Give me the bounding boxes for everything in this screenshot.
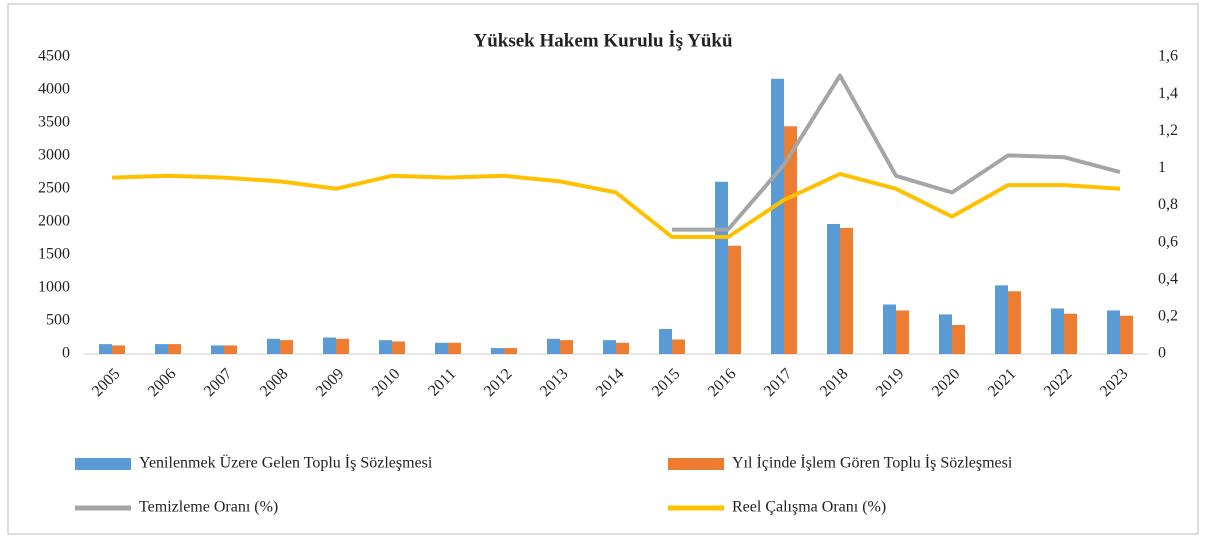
bar	[995, 285, 1008, 354]
bar	[771, 78, 784, 354]
bar	[896, 310, 909, 354]
bar	[448, 342, 461, 354]
legend-label: Temizleme Oranı (%)	[139, 499, 278, 516]
y2-tick-label: 1,6	[1158, 48, 1178, 65]
chart-frame	[7, 3, 1199, 535]
bar	[112, 345, 125, 354]
bar	[603, 340, 616, 354]
bar	[224, 345, 237, 354]
y-tick-label: 2500	[38, 180, 70, 197]
bar	[168, 344, 181, 354]
bar	[435, 342, 448, 354]
y2-tick-label: 0	[1158, 345, 1166, 362]
y2-tick-label: 1	[1158, 159, 1166, 176]
bar	[1107, 310, 1120, 354]
bar	[1120, 315, 1133, 354]
y-tick-label: 2000	[38, 213, 70, 230]
bar	[99, 344, 112, 354]
bar	[840, 227, 853, 354]
bar	[672, 339, 685, 354]
y-tick-label: 4000	[38, 81, 70, 98]
y2-tick-label: 1,2	[1158, 122, 1178, 139]
bar	[336, 338, 349, 354]
bar	[827, 223, 840, 354]
bar	[155, 344, 168, 354]
bar	[392, 341, 405, 354]
bar	[728, 245, 741, 354]
y-tick-label: 1000	[38, 279, 70, 296]
bar	[1008, 291, 1021, 354]
line	[672, 73, 1121, 232]
bar	[952, 324, 965, 354]
bar	[659, 328, 672, 354]
bar	[784, 126, 797, 354]
y-tick-label: 1500	[38, 246, 70, 263]
bar	[547, 338, 560, 354]
y-tick-label: 3000	[38, 147, 70, 164]
y2-tick-label: 0,2	[1158, 308, 1178, 325]
bar	[211, 345, 224, 354]
bar	[504, 348, 517, 354]
bar	[883, 304, 896, 354]
legend-label: Yenilenmek Üzere Gelen Toplu İş Sözleşme…	[139, 454, 433, 472]
bar	[715, 181, 728, 354]
line	[111, 171, 1121, 240]
bar	[616, 342, 629, 354]
y2-tick-label: 0,6	[1158, 233, 1178, 250]
y-tick-label: 500	[46, 312, 70, 329]
legend-label: Yıl İçinde İşlem Gören Toplu İş Sözleşme…	[732, 454, 1013, 472]
bar	[280, 340, 293, 354]
y-tick-label: 4500	[38, 48, 70, 65]
y2-tick-label: 1,4	[1158, 85, 1178, 102]
bar	[1051, 308, 1064, 354]
y2-tick-label: 0,4	[1158, 270, 1178, 287]
bar	[560, 340, 573, 354]
bar	[939, 314, 952, 354]
bar	[491, 348, 504, 354]
y-tick-label: 3500	[38, 114, 70, 131]
legend-swatch	[668, 458, 724, 470]
legend-swatch	[75, 458, 131, 470]
bar	[379, 340, 392, 354]
bar	[267, 338, 280, 354]
y2-tick-label: 0,8	[1158, 196, 1178, 213]
bar	[1064, 313, 1077, 354]
bar	[323, 337, 336, 354]
y-tick-label: 0	[62, 345, 70, 362]
chart-title: Yüksek Hakem Kurulu İş Yükü	[473, 30, 732, 51]
legend-label: Reel Çalışma Oranı (%)	[732, 499, 886, 516]
